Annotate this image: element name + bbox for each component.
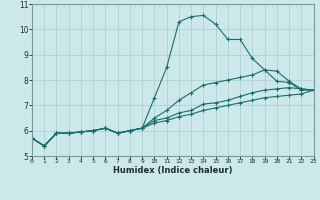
X-axis label: Humidex (Indice chaleur): Humidex (Indice chaleur): [113, 166, 233, 175]
